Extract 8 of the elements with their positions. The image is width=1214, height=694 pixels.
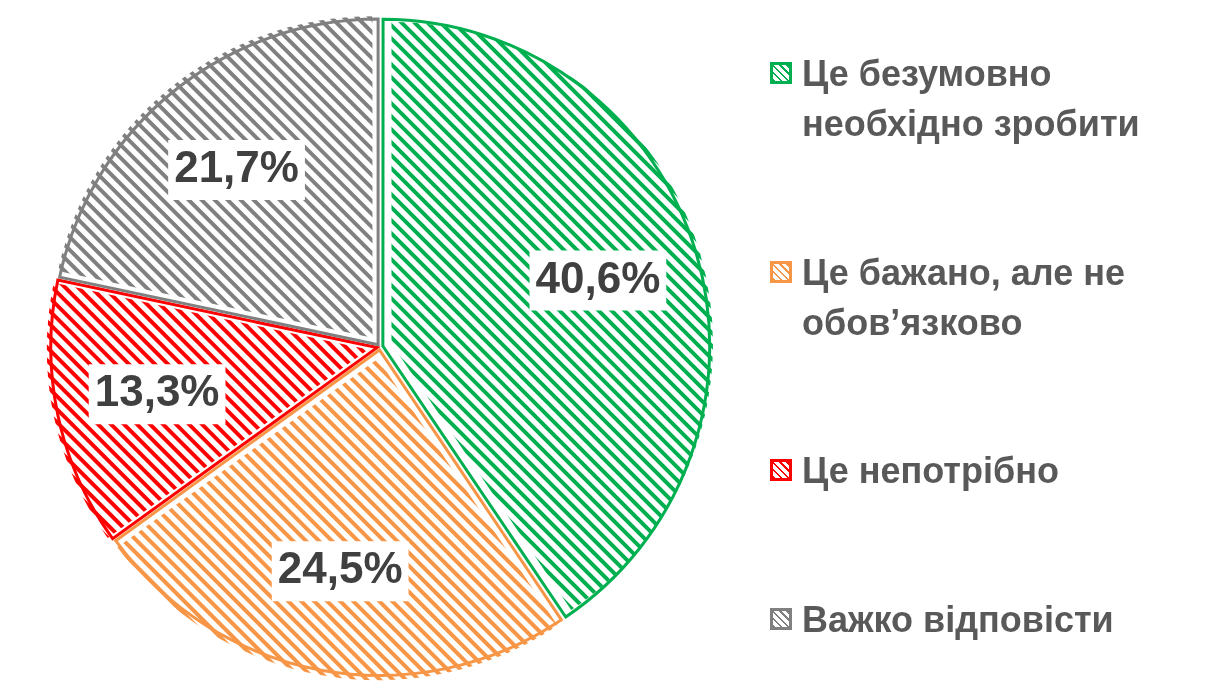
- data-label: 21,7%: [174, 142, 299, 192]
- data-label: 40,6%: [535, 252, 661, 302]
- data-label: 13,3%: [94, 366, 220, 416]
- data-label: 24,5%: [277, 543, 403, 593]
- legend-label: Це безумовно необхідно зробити: [802, 51, 1141, 147]
- legend-label: Це непотрібно: [802, 449, 1059, 494]
- legend-label: Це бажано, але не обов’язково: [802, 250, 1126, 346]
- legend-label: Важко відповісти: [802, 597, 1114, 642]
